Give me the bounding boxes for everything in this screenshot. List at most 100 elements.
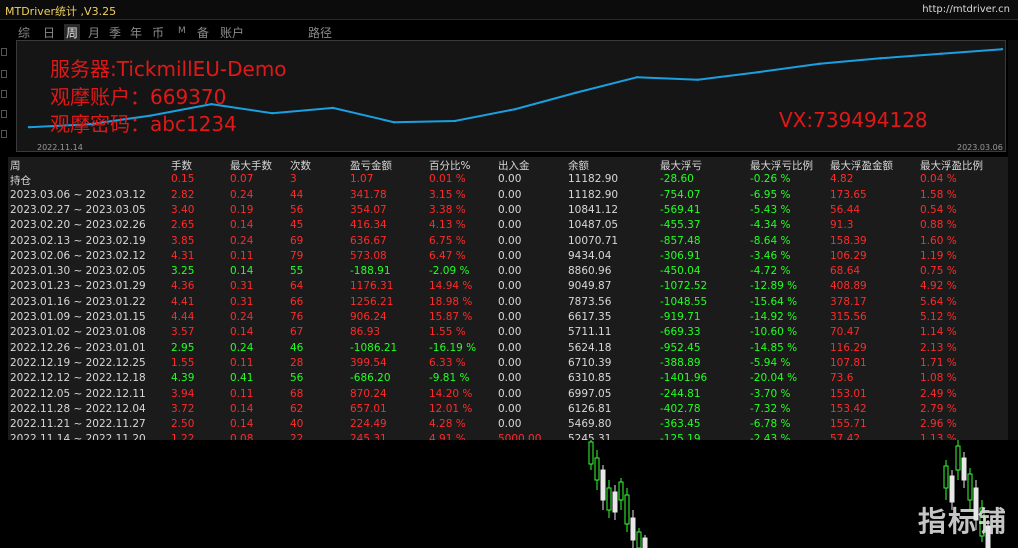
table-cell: 4.13 % — [429, 219, 466, 232]
column-header: 最大浮盈金额 — [830, 160, 893, 172]
tab-backup[interactable]: 备 — [197, 26, 210, 40]
table-row[interactable]: 2023.01.30 ~ 2023.02.05 3.25 0.14 55 -188.91… — [8, 264, 1008, 279]
table-cell: 0.00 — [498, 326, 522, 339]
table-cell: -0.26 % — [750, 173, 791, 186]
table-cell: 0.00 — [498, 418, 522, 431]
table-cell: -28.60 — [660, 173, 694, 186]
tab-path[interactable]: 路径 — [308, 26, 333, 40]
watermark-logo: 指标铺 — [917, 505, 1008, 538]
table-cell: 0.24 — [230, 234, 254, 247]
table-cell: 2023.01.16 ~ 2023.01.22 — [10, 295, 146, 308]
table-cell: 153.01 — [830, 387, 867, 400]
table-cell: 4.36 — [171, 280, 195, 293]
table-row[interactable]: 2023.02.27 ~ 2023.03.05 3.40 0.19 56 354.07 3… — [8, 203, 1008, 218]
table-cell: 0.00 — [498, 219, 522, 232]
tab-day[interactable]: 日 — [43, 26, 56, 40]
table-cell: 2022.12.19 ~ 2022.12.25 — [10, 356, 146, 369]
table-cell: 224.49 — [350, 418, 387, 431]
table-cell: 573.08 — [350, 249, 387, 262]
table-cell: -1048.55 — [660, 295, 708, 308]
table-cell: 2023.01.09 ~ 2023.01.15 — [10, 311, 146, 323]
candle-body — [955, 445, 961, 471]
table-cell: 68.64 — [830, 265, 861, 278]
balance-point — [635, 75, 639, 79]
table-row[interactable]: 2023.01.23 ~ 2023.01.29 4.36 0.31 64 1176.31… — [8, 279, 1008, 294]
balance-point — [879, 57, 882, 60]
table-row[interactable]: 2022.12.05 ~ 2022.12.11 3.94 0.11 68 870.24 1… — [8, 387, 1008, 402]
table-cell: 2023.01.02 ~ 2023.01.08 — [10, 326, 146, 339]
table-cell: 0.00 — [498, 173, 522, 186]
table-cell: 持仓 — [10, 175, 31, 188]
holding-row[interactable]: 持仓 0.15 0.07 3 1.07 0.01 % 0.00 11182.90 -28.60 -… — [8, 172, 1008, 187]
table-row[interactable]: 2023.01.09 ~ 2023.01.15 4.44 0.24 76 906.24 1… — [8, 310, 1008, 325]
table-cell: 0.00 — [498, 356, 522, 369]
table-row[interactable]: 2023.02.06 ~ 2023.02.12 4.31 0.11 79 573.08 6… — [8, 249, 1008, 264]
tab-all[interactable]: 综 — [18, 26, 31, 40]
table-cell: 28 — [290, 356, 304, 369]
tab-quarter[interactable]: 季 — [109, 26, 122, 40]
table-cell: -7.32 % — [750, 402, 791, 415]
column-header: 最大浮亏 — [660, 160, 702, 172]
column-header: 最大浮盈比例 — [920, 160, 983, 172]
table-row[interactable]: 2022.11.21 ~ 2022.11.27 2.50 0.14 40 224.49 4… — [8, 417, 1008, 432]
table-row[interactable]: 2023.01.02 ~ 2023.01.08 3.57 0.14 67 86.93 1.… — [8, 325, 1008, 340]
table-row[interactable]: 2023.02.13 ~ 2023.02.19 3.85 0.24 69 636.67 6… — [8, 234, 1008, 249]
table-cell: 0.75 % — [920, 265, 957, 278]
table-row[interactable]: 2022.12.12 ~ 2022.12.18 4.39 0.41 56 -686.20… — [8, 371, 1008, 386]
tab-year[interactable]: 年 — [130, 26, 143, 40]
website-link[interactable]: http://mtdriver.cn — [922, 4, 1010, 15]
balance-point — [575, 91, 578, 94]
table-cell: 73.6 — [830, 372, 854, 385]
tab-week[interactable]: 周 — [64, 24, 81, 41]
table-cell: 0.54 % — [920, 203, 957, 216]
table-cell: 2022.12.12 ~ 2022.12.18 — [10, 372, 146, 385]
balance-line-chart — [27, 47, 1004, 129]
table-cell: -16.19 % — [429, 341, 477, 354]
table-cell: -363.45 — [660, 418, 701, 431]
right-scrollbar[interactable] — [1008, 40, 1018, 440]
table-row[interactable]: 2022.12.19 ~ 2022.12.25 1.55 0.11 28 399.54 6… — [8, 356, 1008, 371]
table-cell: 18.98 % — [429, 295, 473, 308]
tab-magic[interactable]: M — [178, 26, 186, 36]
table-cell: 2.79 % — [920, 402, 957, 415]
table-cell: 40 — [290, 418, 304, 431]
table-cell: 45 — [290, 219, 304, 232]
table-cell: 0.00 — [498, 265, 522, 278]
table-cell: 66 — [290, 295, 304, 308]
tab-currency[interactable]: 币 — [152, 26, 165, 40]
table-row[interactable]: 2022.11.28 ~ 2022.12.04 3.72 0.14 62 657.01 1… — [8, 402, 1008, 417]
candle-body — [600, 469, 606, 501]
left-gutter — [0, 40, 8, 440]
chart-start-date: 2022.11.14 — [37, 143, 83, 152]
table-cell: 5.12 % — [920, 311, 957, 323]
table-cell: 2023.01.30 ~ 2023.02.05 — [10, 265, 146, 278]
table-cell: 5.64 % — [920, 295, 957, 308]
candle-body — [606, 487, 612, 511]
account-label: 观摩账户：669370 — [50, 85, 227, 109]
table-cell: -1072.52 — [660, 280, 708, 293]
table-cell: 4.39 — [171, 372, 195, 385]
table-cell: 70.47 — [830, 326, 861, 339]
table-cell: 0.15 — [171, 173, 195, 186]
table-cell: 6126.81 — [568, 402, 612, 415]
table-cell: -188.91 — [350, 265, 391, 278]
table-cell: 0.31 — [230, 280, 254, 293]
table-row[interactable]: 2022.12.26 ~ 2023.01.01 2.95 0.24 46 -1086.2… — [8, 341, 1008, 356]
table-cell: 657.01 — [350, 402, 387, 415]
tab-account[interactable]: 账户 — [220, 26, 245, 40]
table-cell: 3.38 % — [429, 203, 466, 216]
table-row[interactable]: 2023.01.16 ~ 2023.01.22 4.41 0.31 66 1256.21… — [8, 295, 1008, 310]
table-cell: 10841.12 — [568, 203, 619, 216]
candlestick-chart — [588, 440, 991, 548]
column-header: 周 — [10, 160, 21, 172]
table-cell: 906.24 — [350, 311, 387, 323]
table-row[interactable]: 2023.03.06 ~ 2023.03.12 2.82 0.24 44 341.78 3… — [8, 188, 1008, 203]
table-cell: 0.00 — [498, 311, 522, 323]
table-row[interactable]: 2023.02.20 ~ 2023.02.26 2.65 0.14 45 416.34 4… — [8, 218, 1008, 233]
table-cell: 12.01 % — [429, 402, 473, 415]
candle-body — [612, 491, 618, 513]
table-cell: -450.04 — [660, 265, 701, 278]
tab-month[interactable]: 月 — [88, 26, 101, 40]
balance-point — [757, 70, 760, 74]
table-cell: 15.87 % — [429, 311, 473, 323]
